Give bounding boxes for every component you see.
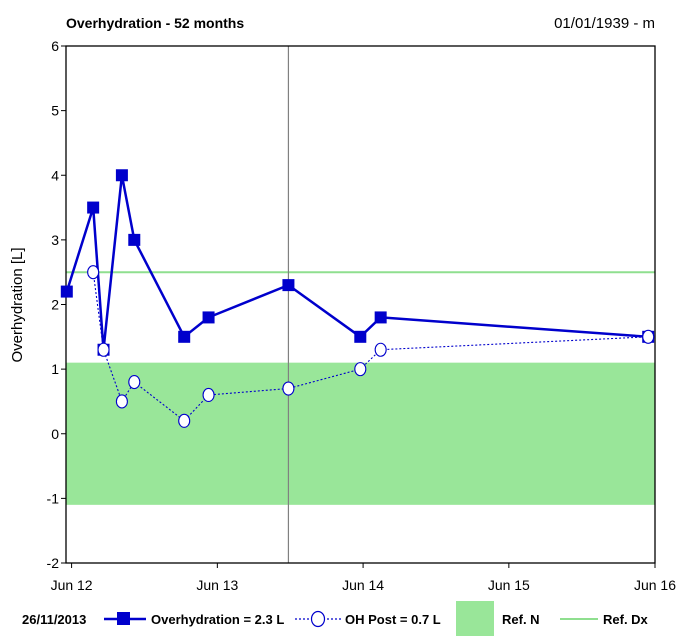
oh-post-point bbox=[128, 374, 141, 390]
y-tick-label: 2 bbox=[51, 297, 59, 313]
overhydration-point bbox=[128, 233, 141, 246]
oh-post-point bbox=[282, 381, 295, 396]
y-tick-label: 0 bbox=[51, 426, 59, 442]
y-axis-label: Overhydration [L] bbox=[9, 247, 26, 362]
legend-oh-post-marker bbox=[310, 610, 326, 628]
legend-overhydration-label: Overhydration = 2.3 L bbox=[151, 612, 284, 627]
overhydration-point bbox=[178, 330, 191, 343]
legend-ref-n-swatch bbox=[456, 601, 494, 636]
x-tick-label: Jun 15 bbox=[488, 577, 530, 593]
oh-post-point bbox=[178, 413, 191, 428]
x-tick-label: Jun 12 bbox=[51, 577, 93, 593]
oh-post-point bbox=[87, 265, 100, 280]
legend: 26/11/2013 Overhydration = 2.3 L OH Post… bbox=[22, 601, 649, 636]
overhydration-point bbox=[115, 169, 128, 182]
y-tick-label: 4 bbox=[51, 167, 59, 183]
y-tick-label: -1 bbox=[47, 490, 60, 506]
oh-post-point bbox=[642, 329, 655, 344]
chart-title: Overhydration - 52 months bbox=[66, 15, 244, 31]
y-tick-label: -2 bbox=[47, 555, 60, 571]
y-tick-label: 1 bbox=[51, 361, 59, 377]
legend-oh-post-label: OH Post = 0.7 L bbox=[345, 612, 441, 627]
x-tick-label: Jun 16 bbox=[634, 577, 676, 593]
axes: -2 -1 0 1 2 3 4 5 6 Jun 12 Jun 13 Jun 14 Jun 15 Jun 1… bbox=[47, 38, 677, 593]
series-layer[interactable] bbox=[60, 169, 655, 428]
overhydration-point bbox=[282, 279, 295, 292]
legend-ref-n-label: Ref. N bbox=[502, 612, 540, 627]
oh-post-point bbox=[374, 342, 387, 357]
legend-ref-dx-label: Ref. Dx bbox=[603, 612, 649, 627]
overhydration-point bbox=[87, 201, 100, 214]
legend-date: 26/11/2013 bbox=[22, 612, 86, 627]
patient-info: 01/01/1939 - m bbox=[554, 15, 655, 32]
overhydration-point bbox=[354, 330, 367, 343]
legend-overhydration-marker bbox=[117, 612, 130, 625]
x-tick-label: Jun 14 bbox=[342, 577, 384, 593]
overhydration-point bbox=[60, 285, 73, 298]
oh-post-point bbox=[115, 394, 128, 409]
overhydration-point bbox=[374, 311, 387, 324]
overhydration-point bbox=[202, 311, 215, 324]
x-tick-label: Jun 13 bbox=[196, 577, 238, 593]
oh-post-point bbox=[97, 342, 110, 357]
oh-post-line bbox=[92, 272, 649, 422]
y-tick-label: 5 bbox=[51, 103, 59, 119]
oh-post-point bbox=[354, 362, 367, 377]
oh-post-point bbox=[202, 387, 215, 403]
ref-n-band bbox=[66, 362, 655, 505]
reference-layer bbox=[66, 46, 655, 563]
y-tick-label: 6 bbox=[51, 38, 59, 54]
y-tick-label: 3 bbox=[51, 232, 59, 248]
